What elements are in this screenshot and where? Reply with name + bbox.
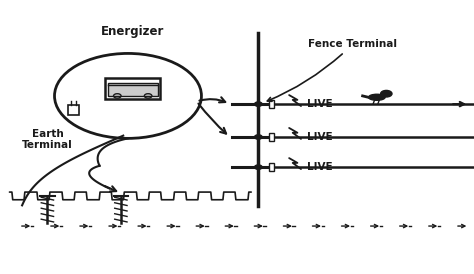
Ellipse shape (369, 94, 385, 100)
Text: LIVE: LIVE (307, 162, 332, 172)
Bar (68, 105, 79, 115)
Circle shape (255, 135, 262, 139)
Circle shape (255, 102, 262, 106)
Circle shape (381, 90, 392, 97)
Bar (108, 83, 157, 96)
Text: Fence Terminal: Fence Terminal (267, 39, 397, 101)
Bar (269, 133, 274, 141)
Text: LIVE: LIVE (307, 99, 332, 109)
Bar (106, 78, 160, 99)
Bar (269, 163, 274, 171)
Text: Earth
Terminal: Earth Terminal (22, 129, 73, 150)
Circle shape (255, 165, 262, 169)
Bar (269, 100, 274, 108)
Text: Energizer: Energizer (101, 25, 164, 38)
Text: LIVE: LIVE (307, 132, 332, 142)
